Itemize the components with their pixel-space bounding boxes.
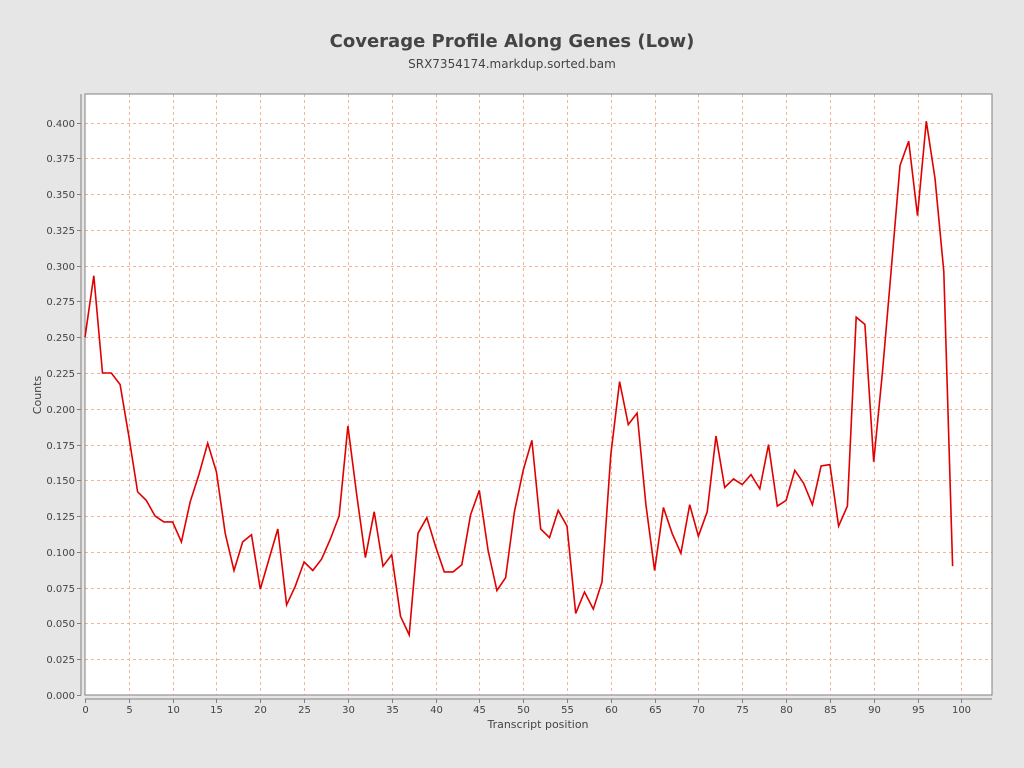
y-tick-label: 0.000 — [46, 691, 75, 702]
x-tick-label: 85 — [824, 705, 837, 716]
y-tick-label: 0.050 — [46, 619, 75, 630]
chart-subtitle: SRX7354174.markdup.sorted.bam — [408, 57, 616, 71]
y-tick-label: 0.225 — [46, 369, 75, 380]
y-tick-label: 0.125 — [46, 512, 75, 523]
x-tick-label: 95 — [912, 705, 925, 716]
y-tick-label: 0.400 — [46, 119, 75, 130]
x-tick-label: 30 — [342, 705, 355, 716]
x-tick-label: 65 — [649, 705, 662, 716]
y-tick-label: 0.100 — [46, 548, 75, 559]
y-tick-label: 0.200 — [46, 405, 75, 416]
y-tick-label: 0.025 — [46, 655, 75, 666]
x-tick-label: 70 — [692, 705, 705, 716]
x-tick-label: 55 — [561, 705, 574, 716]
plot-border — [84, 93, 993, 696]
x-tick-label: 35 — [386, 705, 399, 716]
y-tick-label: 0.375 — [46, 154, 75, 165]
x-tick-label: 25 — [298, 705, 311, 716]
y-tick-label: 0.075 — [46, 584, 75, 595]
plot-area — [85, 94, 992, 695]
x-tick-label: 90 — [868, 705, 881, 716]
x-tick-label: 5 — [126, 705, 132, 716]
y-tick-label: 0.300 — [46, 262, 75, 273]
y-axis-label: Counts — [31, 376, 44, 415]
y-tick-label: 0.250 — [46, 333, 75, 344]
tick-layer: 0 5 10 15 20 25 30 35 40 45 50 55 60 65 70 75 80 85 90 95 10… — [46, 119, 971, 716]
grid-layer — [85, 94, 992, 695]
x-tick-label: 75 — [736, 705, 749, 716]
x-tick-label: 100 — [952, 705, 971, 716]
x-tick-label: 45 — [473, 705, 486, 716]
x-tick-label: 0 — [82, 705, 88, 716]
x-tick-label: 60 — [605, 705, 618, 716]
series-layer — [84, 121, 954, 638]
x-tick-label: 15 — [210, 705, 223, 716]
y-tick-label: 0.175 — [46, 441, 75, 452]
y-tick-label: 0.350 — [46, 190, 75, 201]
y-tick-label: 0.150 — [46, 476, 75, 487]
y-tick-label: 0.325 — [46, 226, 75, 237]
x-axis-label: Transcript position — [486, 718, 588, 731]
x-tick-label: 80 — [780, 705, 793, 716]
x-tick-label: 10 — [167, 705, 180, 716]
y-tick-label: 0.275 — [46, 297, 75, 308]
x-tick-label: 40 — [430, 705, 443, 716]
x-tick-label: 50 — [517, 705, 530, 716]
coverage-series-line — [84, 121, 954, 638]
chart-title: Coverage Profile Along Genes (Low) — [329, 31, 695, 52]
x-tick-label: 20 — [254, 705, 267, 716]
